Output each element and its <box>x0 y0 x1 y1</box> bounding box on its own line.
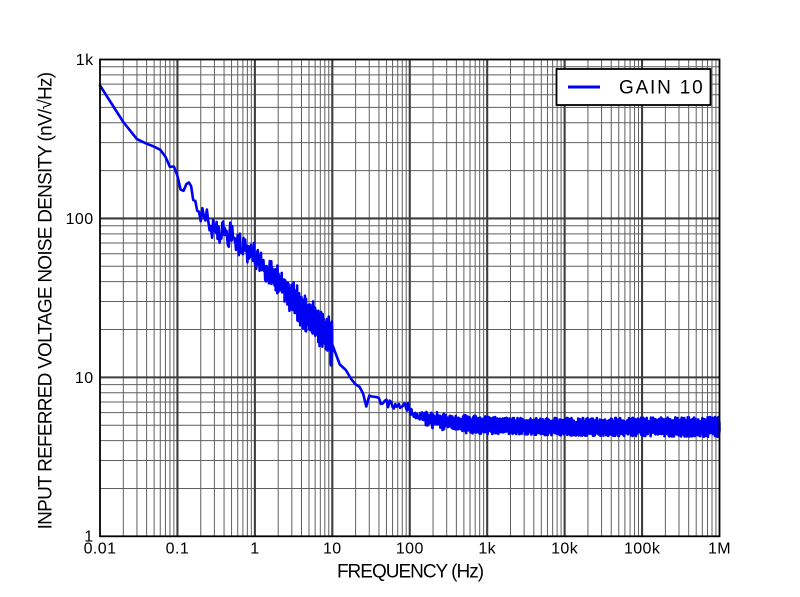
svg-text:INPUT REFERRED VOLTAGE NOISE D: INPUT REFERRED VOLTAGE NOISE DENSITY (nV… <box>36 72 57 529</box>
svg-text:10: 10 <box>75 370 94 387</box>
svg-text:10k: 10k <box>551 541 579 558</box>
svg-text:0.1: 0.1 <box>166 541 189 558</box>
svg-text:1k: 1k <box>478 541 496 558</box>
svg-text:1M: 1M <box>708 541 731 558</box>
svg-text:0.01: 0.01 <box>84 541 117 558</box>
svg-text:1k: 1k <box>76 52 94 69</box>
svg-text:10: 10 <box>323 541 342 558</box>
svg-text:100: 100 <box>396 541 424 558</box>
svg-text:1: 1 <box>84 529 93 546</box>
svg-text:100k: 100k <box>624 541 661 558</box>
svg-text:GAIN 10: GAIN 10 <box>619 78 704 99</box>
svg-text:FREQUENCY (Hz): FREQUENCY (Hz) <box>337 562 484 583</box>
svg-text:100: 100 <box>66 211 94 228</box>
svg-text:1: 1 <box>250 541 259 558</box>
